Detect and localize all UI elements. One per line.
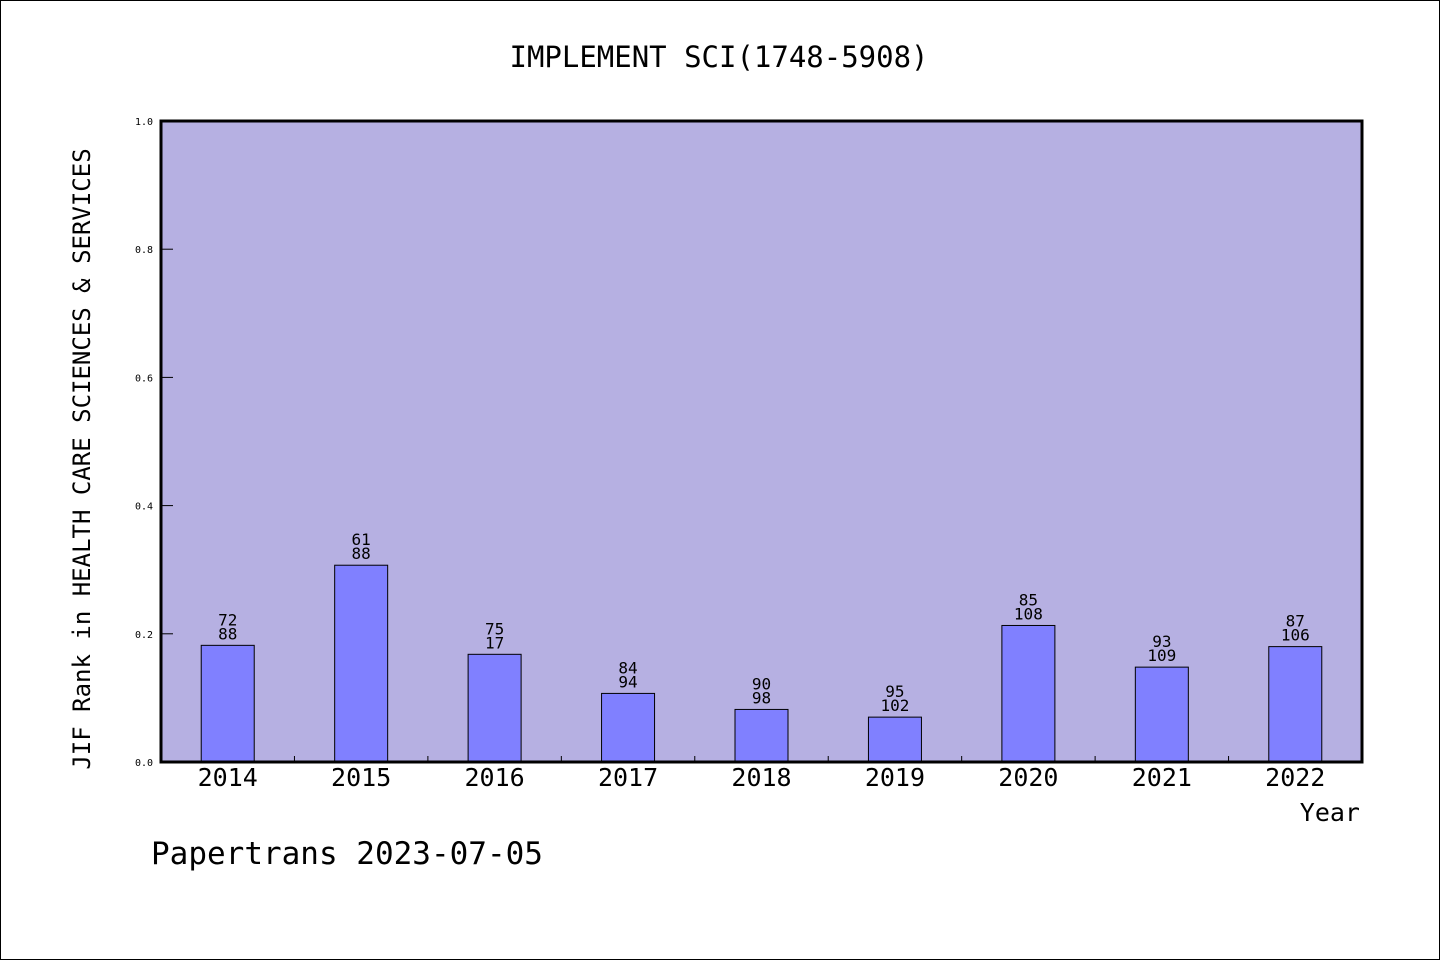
bar-label-total-2018: 98 xyxy=(752,688,771,707)
bar-label-total-2014: 88 xyxy=(218,624,237,643)
y-tick-label-4: 0.8 xyxy=(135,245,153,256)
y-tick-label-2: 0.4 xyxy=(135,502,153,513)
footer-text: Papertrans 2023-07-05 xyxy=(151,836,543,872)
bar-label-total-2022: 106 xyxy=(1281,626,1310,645)
chart-title: IMPLEMENT SCI(1748-5908) xyxy=(509,40,928,74)
bar-label-rank-2014: 72 xyxy=(218,610,237,629)
bar-label-rank-2018: 90 xyxy=(752,674,771,693)
x-axis-label: Year xyxy=(1300,798,1360,827)
bar-2015 xyxy=(334,564,389,763)
x-tick-label-2019: 2019 xyxy=(865,763,925,792)
x-tick-label-2017: 2017 xyxy=(598,763,658,792)
bar-label-rank-2021: 93 xyxy=(1152,632,1171,651)
x-tick-label-2014: 2014 xyxy=(198,763,258,792)
bar-label-total-2019: 102 xyxy=(880,696,909,715)
bar-label-total-2016: 17 xyxy=(485,633,504,652)
bar-label-rank-2017: 84 xyxy=(618,658,637,677)
bar-2020 xyxy=(1001,624,1056,763)
bar-2014 xyxy=(200,644,255,763)
bar-label-rank-2016: 75 xyxy=(485,619,504,638)
bar-2017 xyxy=(601,692,656,763)
y-axis-label: JIF Rank in HEALTH CARE SCIENCES & SERVI… xyxy=(68,148,96,769)
bar-label-rank-2022: 87 xyxy=(1286,612,1305,631)
y-tick-label-5: 1.0 xyxy=(135,117,153,128)
y-tick-label-3: 0.6 xyxy=(135,373,153,384)
bar-label-rank-2015: 61 xyxy=(352,530,371,549)
plot-border xyxy=(159,119,1364,764)
x-tick-label-2016: 2016 xyxy=(465,763,525,792)
bar-label-total-2020: 108 xyxy=(1014,604,1043,623)
x-tick-label-2022: 2022 xyxy=(1265,763,1325,792)
bar-label-total-2017: 94 xyxy=(618,672,637,691)
x-tick-label-2018: 2018 xyxy=(731,763,791,792)
bar-label-total-2021: 109 xyxy=(1147,646,1176,665)
bar-label-rank-2019: 95 xyxy=(885,682,904,701)
ticks-layer: 2014 2015 2016 2017 2018 2019 2020 2021 2022 0.0 0… xyxy=(135,117,1325,792)
y-tick-label-0: 0.0 xyxy=(135,758,153,769)
bar-2018 xyxy=(734,708,789,763)
x-tick-label-2021: 2021 xyxy=(1132,763,1192,792)
bar-label-total-2015: 88 xyxy=(352,544,371,563)
y-tick-label-1: 0.2 xyxy=(135,630,153,641)
bar-2022 xyxy=(1268,646,1323,763)
x-tick-label-2020: 2020 xyxy=(998,763,1058,792)
bar-2019 xyxy=(867,716,922,763)
bar-label-rank-2020: 85 xyxy=(1019,590,1038,609)
bar-2021 xyxy=(1134,666,1189,763)
x-tick-label-2015: 2015 xyxy=(331,763,391,792)
bar-2016 xyxy=(467,653,522,763)
